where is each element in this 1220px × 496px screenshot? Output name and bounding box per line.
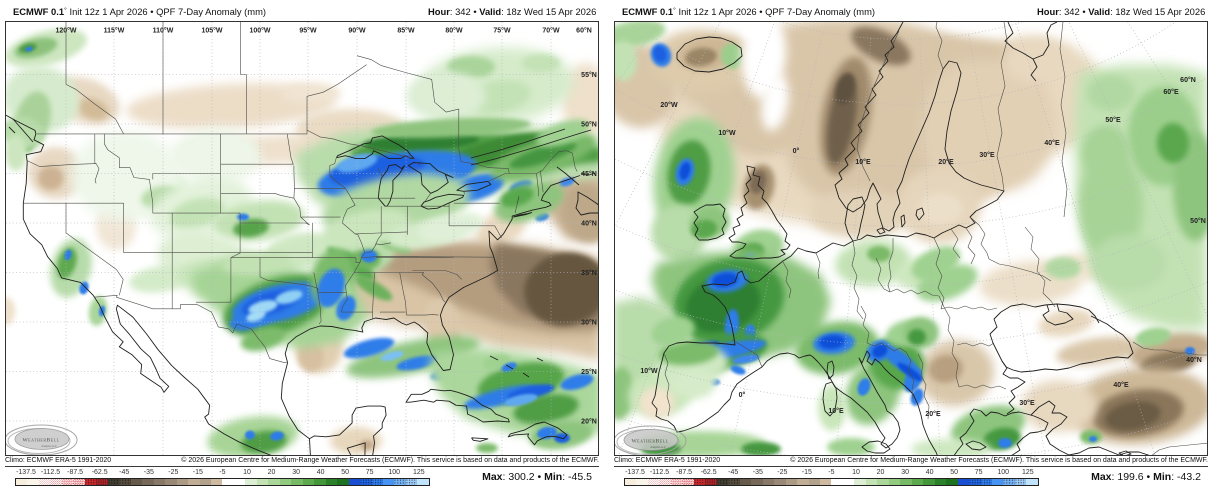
svg-text:60°N: 60°N	[1180, 76, 1196, 84]
svg-text:0°: 0°	[793, 147, 800, 155]
svg-text:10°E: 10°E	[828, 407, 844, 415]
svg-text:110°W: 110°W	[153, 27, 174, 35]
svg-text:30°E: 30°E	[979, 151, 995, 159]
svg-text:WEATHERBELL: WEATHERBELL	[22, 438, 59, 444]
svg-text:75°W: 75°W	[493, 27, 511, 35]
svg-text:30°N: 30°N	[581, 319, 597, 327]
svg-text:50°N: 50°N	[1190, 217, 1206, 225]
svg-text:30°E: 30°E	[1019, 399, 1035, 407]
svg-text:105°W: 105°W	[201, 27, 222, 35]
svg-text:40°N: 40°N	[1186, 356, 1202, 364]
svg-text:Analytics LLC: Analytics LLC	[650, 446, 665, 449]
svg-text:20°N: 20°N	[581, 418, 597, 426]
svg-text:60°E: 60°E	[1163, 88, 1179, 96]
svg-text:55°N: 55°N	[581, 71, 597, 79]
svg-text:40°E: 40°E	[1044, 139, 1060, 147]
svg-text:45°N: 45°N	[581, 170, 597, 178]
svg-text:0°: 0°	[739, 391, 746, 399]
svg-text:20°E: 20°E	[938, 158, 954, 166]
svg-text:85°W: 85°W	[397, 27, 415, 35]
svg-text:10°W: 10°W	[640, 367, 658, 375]
svg-text:WEATHERBELL: WEATHERBELL	[631, 439, 668, 445]
svg-text:40°E: 40°E	[1113, 381, 1129, 389]
svg-text:40°N: 40°N	[581, 220, 597, 228]
svg-text:10°E: 10°E	[855, 158, 871, 166]
svg-text:35°N: 35°N	[581, 269, 597, 277]
svg-text:80°W: 80°W	[445, 27, 463, 35]
svg-text:60°N: 60°N	[576, 27, 592, 35]
svg-text:120°W: 120°W	[55, 27, 76, 35]
svg-text:20°W: 20°W	[660, 101, 678, 109]
svg-text:90°W: 90°W	[348, 27, 366, 35]
svg-text:25°N: 25°N	[581, 368, 597, 376]
svg-text:50°N: 50°N	[581, 121, 597, 129]
svg-text:50°E: 50°E	[1105, 116, 1121, 124]
svg-text:70°W: 70°W	[542, 27, 560, 35]
svg-text:Analytics LLC: Analytics LLC	[41, 445, 56, 448]
svg-text:115°W: 115°W	[104, 27, 125, 35]
svg-text:20°E: 20°E	[925, 410, 941, 418]
svg-text:95°W: 95°W	[299, 27, 317, 35]
svg-text:10°W: 10°W	[718, 129, 736, 137]
svg-text:100°W: 100°W	[249, 27, 270, 35]
